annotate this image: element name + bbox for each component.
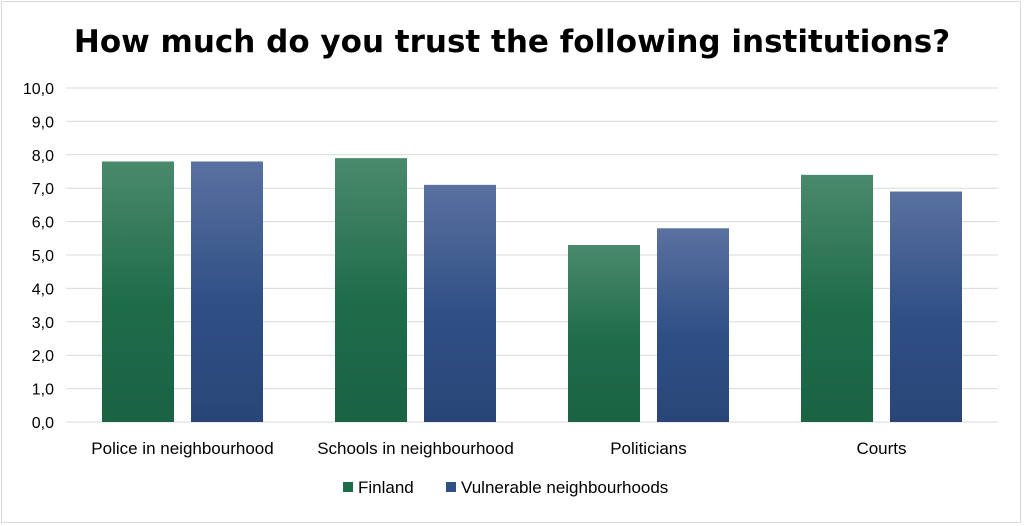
bar-0-1	[191, 161, 263, 423]
legend-label: Finland	[358, 478, 414, 497]
y-tick-label: 1,0	[32, 382, 54, 399]
y-axis-ticks: 0,0 1,0 2,0 3,0 4,0 5,0 6,0 7,0 8,0 9,0 10,0	[23, 81, 54, 432]
y-tick-label: 6,0	[32, 215, 54, 232]
legend-swatch	[446, 482, 456, 492]
category-label: Courts	[856, 439, 906, 458]
bar-3-0	[801, 174, 873, 422]
y-tick-label: 0,0	[32, 415, 54, 432]
category-label: Politicians	[610, 439, 687, 458]
bar-0-0	[102, 161, 174, 423]
bar-3-1	[890, 191, 962, 422]
legend-label: Vulnerable neighbourhoods	[461, 478, 668, 497]
y-tick-label: 4,0	[32, 281, 54, 298]
category-label: Schools in neighbourhood	[317, 439, 514, 458]
legend: Finland Vulnerable neighbourhoods	[343, 478, 668, 497]
chart-title: How much do you trust the following inst…	[74, 24, 950, 60]
bar-1-1	[424, 184, 496, 422]
y-tick-label: 10,0	[23, 81, 54, 98]
category-label: Police in neighbourhood	[91, 439, 273, 458]
y-tick-label: 9,0	[32, 114, 54, 131]
y-tick-label: 7,0	[32, 181, 54, 198]
y-tick-label: 2,0	[32, 348, 54, 365]
bar-2-0	[568, 244, 640, 422]
x-axis-labels: Police in neighbourhood Schools in neighb…	[91, 439, 906, 458]
y-tick-label: 3,0	[32, 315, 54, 332]
bar-2-1	[657, 228, 729, 422]
bar-1-0	[335, 158, 407, 422]
legend-swatch	[343, 482, 353, 492]
bars	[102, 158, 962, 423]
y-tick-label: 8,0	[32, 148, 54, 165]
y-tick-label: 5,0	[32, 248, 54, 265]
